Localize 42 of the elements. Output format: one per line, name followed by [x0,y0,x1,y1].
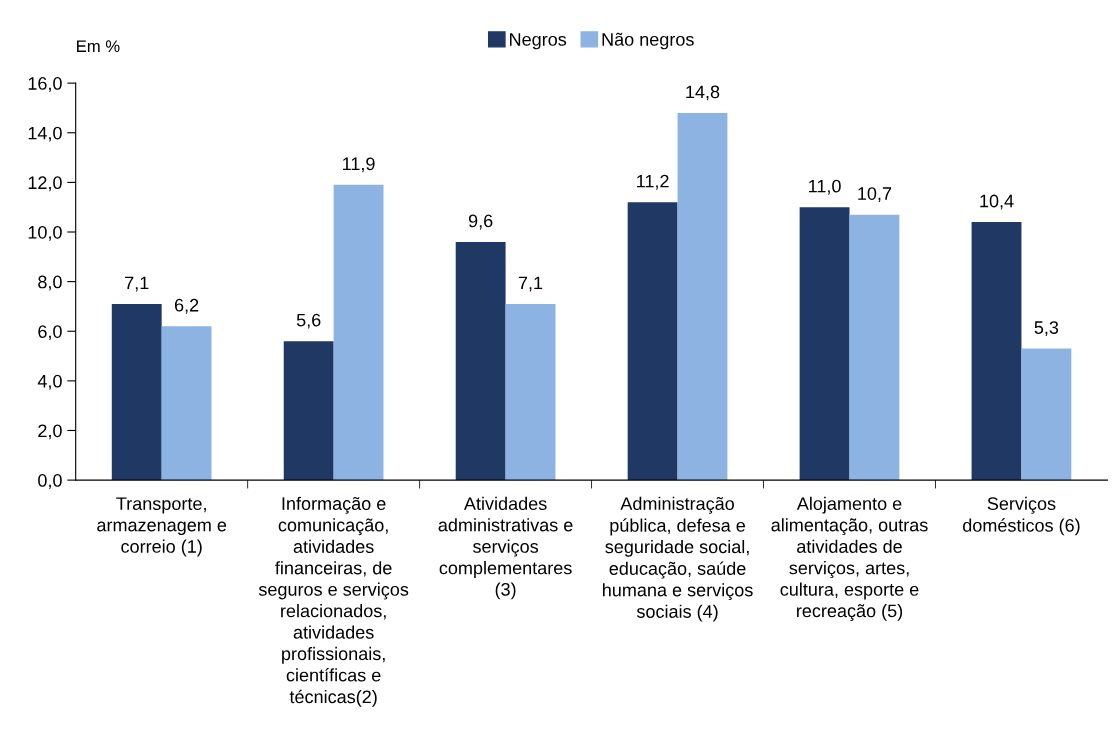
data-label: 6,2 [174,298,199,314]
data-label: 9,6 [468,214,493,230]
y-tick-label: 10,0 [28,225,62,241]
bar [283,341,334,481]
legend-label: Não negros [602,32,694,50]
y-tick-label: 2,0 [38,424,62,440]
data-label: 5,6 [296,313,321,329]
x-tick-label: Atividades administrativas e serviços complementares (3) [438,496,573,600]
bar [627,202,678,481]
data-label: 10,7 [858,187,892,203]
x-tick-label: Serviços domésticos (6) [963,496,1080,536]
y-tick-label: 0,0 [38,474,62,489]
bar [161,326,212,481]
bar [799,207,850,481]
bar [849,214,900,481]
y-tick-label: 4,0 [37,374,62,390]
data-label: 5,3 [1034,321,1059,337]
y-tick-label: 14,0 [28,126,62,142]
data-label: 11,2 [637,174,669,190]
data-label: 10,4 [980,194,1014,210]
bar [455,241,506,481]
y-tick-label: 6,0 [38,325,62,341]
x-tick-label: Transporte, armazenagem e correio (1) [97,497,227,557]
category-label: Informação e comunicação, atividades financeiras, de seguros e serviços relacionados, atividades profissionais, científicas e técnicas(2) [258,496,409,707]
data-label: 14,8 [686,85,720,101]
data-label: 7,1 [518,276,543,292]
data-label: 11,0 [809,179,841,195]
data-label: 7,1 [125,276,149,292]
x-tick-label: Administração pública, defesa e seguridade social, educação, saúde humana e serviços sociais (4) [603,496,753,622]
y-axis-title: Em % [77,40,120,52]
bar [971,222,1022,481]
y-tick-label: 12,0 [28,176,62,192]
bar [333,184,384,481]
bar [1021,348,1072,481]
bar [505,303,556,481]
y-tick-label: 16,0 [28,77,62,92]
bar [111,303,162,481]
x-tick-label: Alojamento e alimentação, outras atividades de serviços, artes, cultura, esporte e recreação (5) [771,496,928,621]
legend-label: Negros [510,33,567,50]
data-label: 11,9 [343,157,375,173]
bar [677,112,728,481]
y-tick-label: 8,0 [38,275,62,291]
